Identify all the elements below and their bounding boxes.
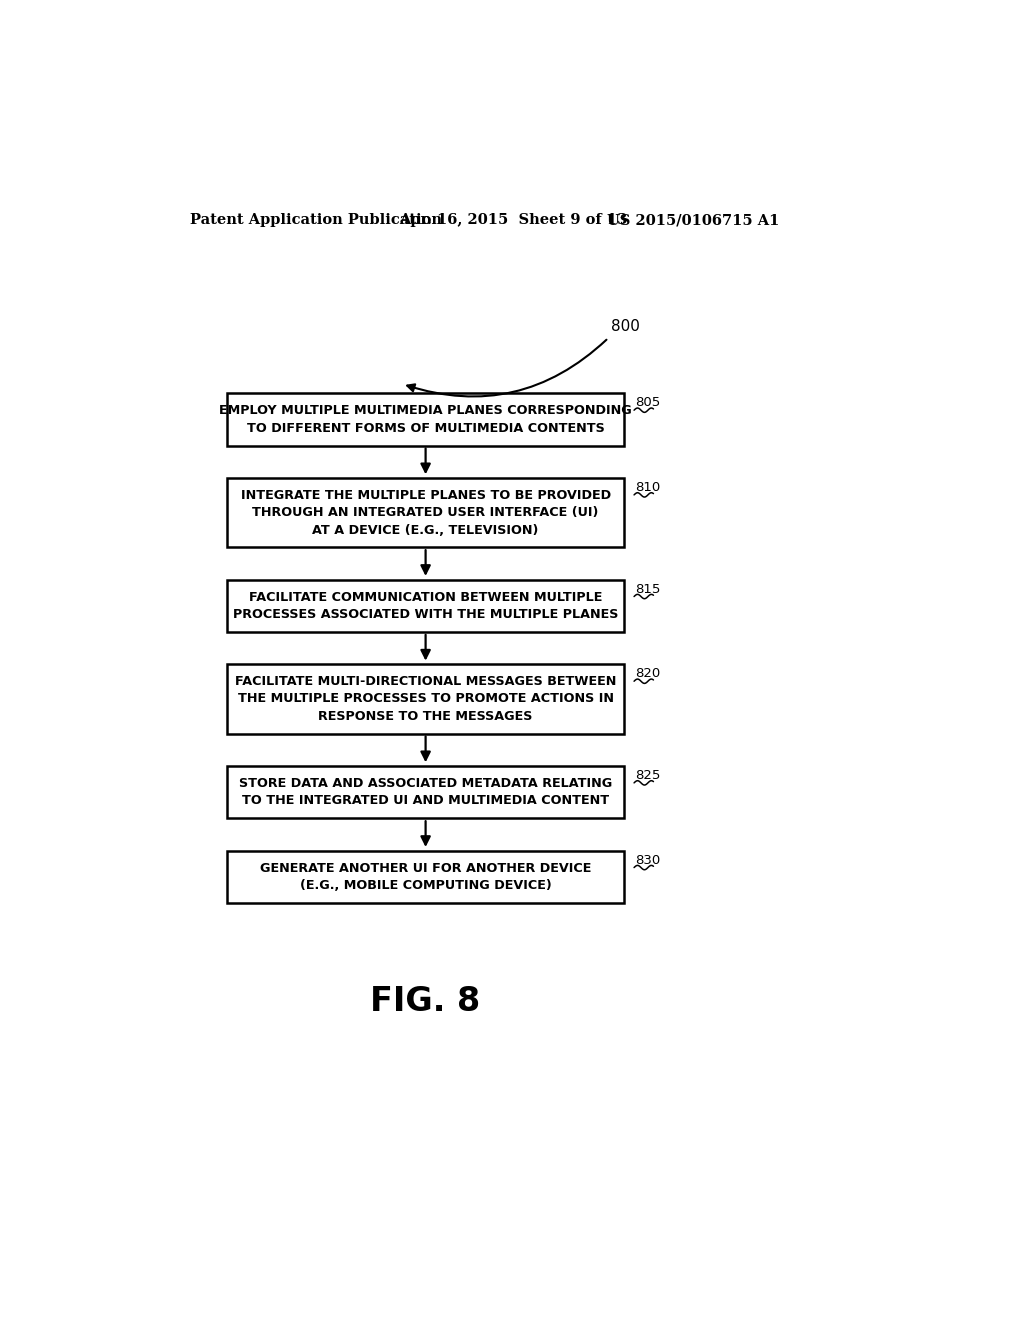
- Text: 820: 820: [635, 668, 660, 680]
- Text: Patent Application Publication: Patent Application Publication: [190, 213, 442, 227]
- Bar: [227, 579, 624, 632]
- Bar: [227, 766, 624, 818]
- Text: 825: 825: [635, 770, 660, 781]
- Text: EMPLOY MULTIPLE MULTIMEDIA PLANES CORRESPONDING
TO DIFFERENT FORMS OF MULTIMEDIA: EMPLOY MULTIPLE MULTIMEDIA PLANES CORRES…: [219, 404, 632, 434]
- Text: 815: 815: [635, 582, 660, 595]
- Text: US 2015/0106715 A1: US 2015/0106715 A1: [607, 213, 779, 227]
- Text: 810: 810: [635, 480, 660, 494]
- Bar: [227, 393, 624, 446]
- Text: GENERATE ANOTHER UI FOR ANOTHER DEVICE
(E.G., MOBILE COMPUTING DEVICE): GENERATE ANOTHER UI FOR ANOTHER DEVICE (…: [260, 862, 591, 892]
- Bar: [227, 478, 624, 548]
- Text: FIG. 8: FIG. 8: [371, 985, 480, 1018]
- Text: 830: 830: [635, 854, 660, 867]
- Text: INTEGRATE THE MULTIPLE PLANES TO BE PROVIDED
THROUGH AN INTEGRATED USER INTERFAC: INTEGRATE THE MULTIPLE PLANES TO BE PROV…: [241, 488, 610, 537]
- Text: 805: 805: [635, 396, 660, 409]
- Text: STORE DATA AND ASSOCIATED METADATA RELATING
TO THE INTEGRATED UI AND MULTIMEDIA : STORE DATA AND ASSOCIATED METADATA RELAT…: [239, 777, 612, 808]
- Bar: [227, 850, 624, 903]
- Text: FACILITATE COMMUNICATION BETWEEN MULTIPLE
PROCESSES ASSOCIATED WITH THE MULTIPLE: FACILITATE COMMUNICATION BETWEEN MULTIPL…: [232, 590, 618, 620]
- Text: 800: 800: [611, 318, 640, 334]
- Text: Apr. 16, 2015  Sheet 9 of 13: Apr. 16, 2015 Sheet 9 of 13: [399, 213, 628, 227]
- Bar: [227, 664, 624, 734]
- Text: FACILITATE MULTI-DIRECTIONAL MESSAGES BETWEEN
THE MULTIPLE PROCESSES TO PROMOTE : FACILITATE MULTI-DIRECTIONAL MESSAGES BE…: [234, 675, 616, 723]
